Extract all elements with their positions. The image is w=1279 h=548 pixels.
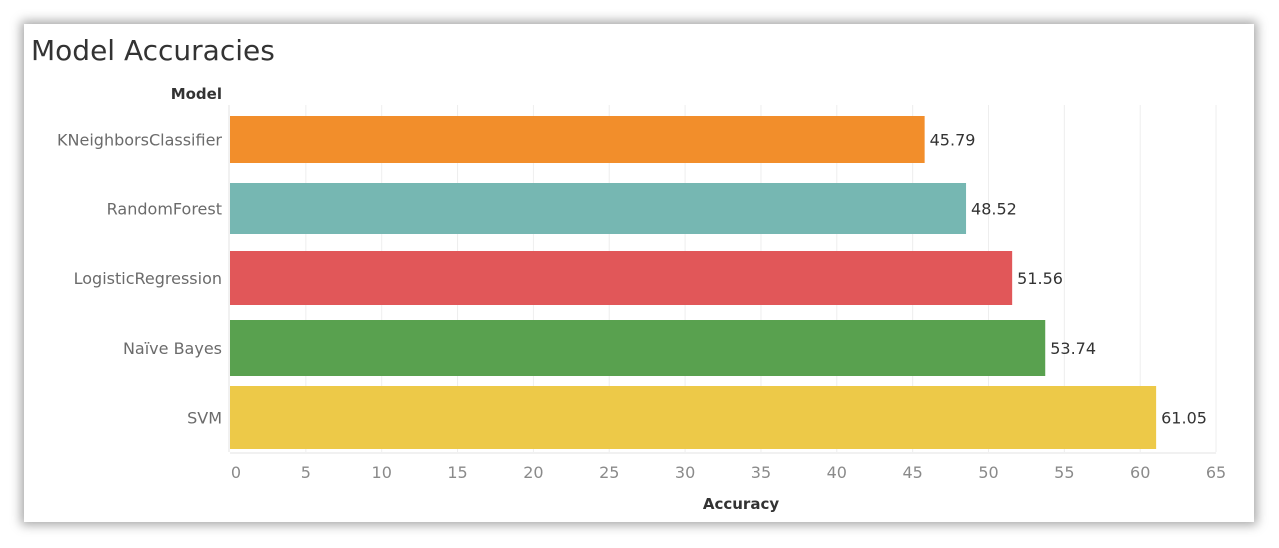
x-axis-title: Accuracy [703, 495, 779, 513]
x-tick-label: 0 [231, 463, 241, 482]
bar-svm[interactable] [230, 386, 1157, 449]
category-label: Naïve Bayes [123, 339, 222, 358]
x-tick-label: 10 [372, 463, 392, 482]
category-label: RandomForest [107, 200, 222, 219]
value-label: 61.05 [1161, 409, 1207, 428]
bars [230, 116, 1157, 449]
y-axis-title: Model [171, 85, 222, 103]
x-tick-label: 40 [827, 463, 847, 482]
x-tick-label: 45 [902, 463, 922, 482]
bar-randomforest[interactable] [230, 183, 967, 234]
x-tick-label: 30 [675, 463, 695, 482]
x-tick-label: 20 [523, 463, 543, 482]
labels: 0 5 10 15 20 25 30 35 40 45 50 55 60 65 KNeighborsClas… [57, 131, 1226, 483]
value-label: 45.79 [930, 131, 976, 150]
value-label: 53.74 [1050, 339, 1096, 358]
x-tick-label: 65 [1206, 463, 1226, 482]
bar-kneighborsclassifier[interactable] [230, 116, 925, 163]
category-label: LogisticRegression [74, 269, 222, 288]
category-label: SVM [187, 409, 222, 428]
value-label: 48.52 [971, 200, 1017, 219]
bar-logisticregression[interactable] [230, 251, 1013, 305]
x-tick-label: 50 [978, 463, 998, 482]
x-tick-label: 55 [1054, 463, 1074, 482]
x-tick-label: 25 [599, 463, 619, 482]
value-label: 51.56 [1017, 269, 1063, 288]
x-tick-label: 60 [1130, 463, 1150, 482]
x-tick-label: 5 [301, 463, 311, 482]
chart-title: Model Accuracies [31, 34, 275, 67]
bar-na-ve-bayes[interactable] [230, 320, 1046, 376]
x-tick-label: 35 [751, 463, 771, 482]
category-label: KNeighborsClassifier [57, 131, 222, 150]
x-tick-label: 15 [447, 463, 467, 482]
